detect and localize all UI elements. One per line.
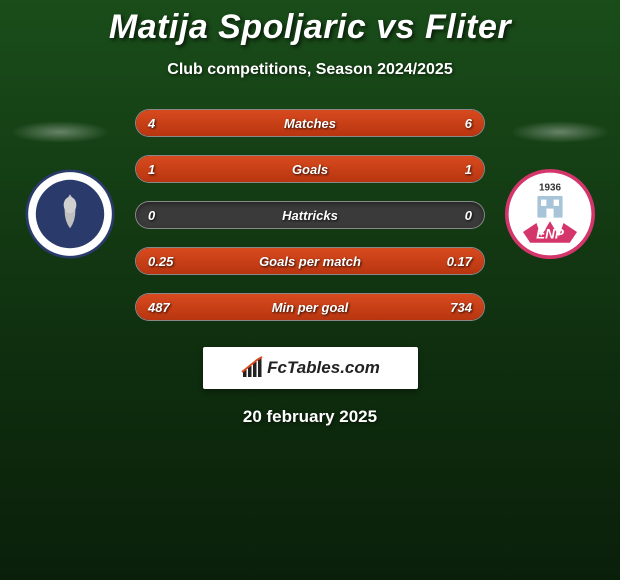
stat-bar: 1Goals1: [135, 155, 485, 183]
team-crest-left: APOLLON LIMASSOL: [25, 169, 115, 259]
stat-value-right: 734: [450, 300, 472, 315]
comparison-date: 20 february 2025: [0, 407, 620, 427]
crest-shadow-left: [10, 121, 110, 143]
bar-chart-icon: [240, 356, 264, 380]
apollon-crest-icon: APOLLON LIMASSOL: [25, 169, 115, 259]
comparison-title: Matija Spoljaric vs Fliter: [0, 0, 620, 47]
comparison-subtitle: Club competitions, Season 2024/2025: [0, 61, 620, 79]
stat-value-right: 1: [465, 162, 472, 177]
stat-label: Min per goal: [136, 300, 484, 315]
comparison-main: APOLLON LIMASSOL 1936 ENP 4Matches61Goal…: [0, 109, 620, 321]
stat-label: Matches: [136, 116, 484, 131]
stats-bar-list: 4Matches6 1Goals1 0Hattricks0 0.25Goals per…: [135, 109, 485, 321]
fctables-logo-box: FcTables.com: [203, 347, 418, 389]
stat-bar: 0Hattricks0: [135, 201, 485, 229]
stat-label: Goals: [136, 162, 484, 177]
fctables-logo-text: FcTables.com: [267, 358, 380, 378]
stat-bar: 487Min per goal734: [135, 293, 485, 321]
stat-value-right: 0: [465, 208, 472, 223]
stat-value-right: 0.17: [447, 254, 472, 269]
enp-crest-icon: 1936 ENP: [505, 169, 595, 259]
crest-shadow-right: [510, 121, 610, 143]
stat-value-right: 6: [465, 116, 472, 131]
stat-label: Goals per match: [136, 254, 484, 269]
svg-text:1936: 1936: [539, 183, 561, 194]
stat-label: Hattricks: [136, 208, 484, 223]
stat-bar: 0.25Goals per match0.17: [135, 247, 485, 275]
svg-text:ENP: ENP: [536, 226, 565, 241]
team-crest-right: 1936 ENP: [505, 169, 595, 259]
stat-bar: 4Matches6: [135, 109, 485, 137]
